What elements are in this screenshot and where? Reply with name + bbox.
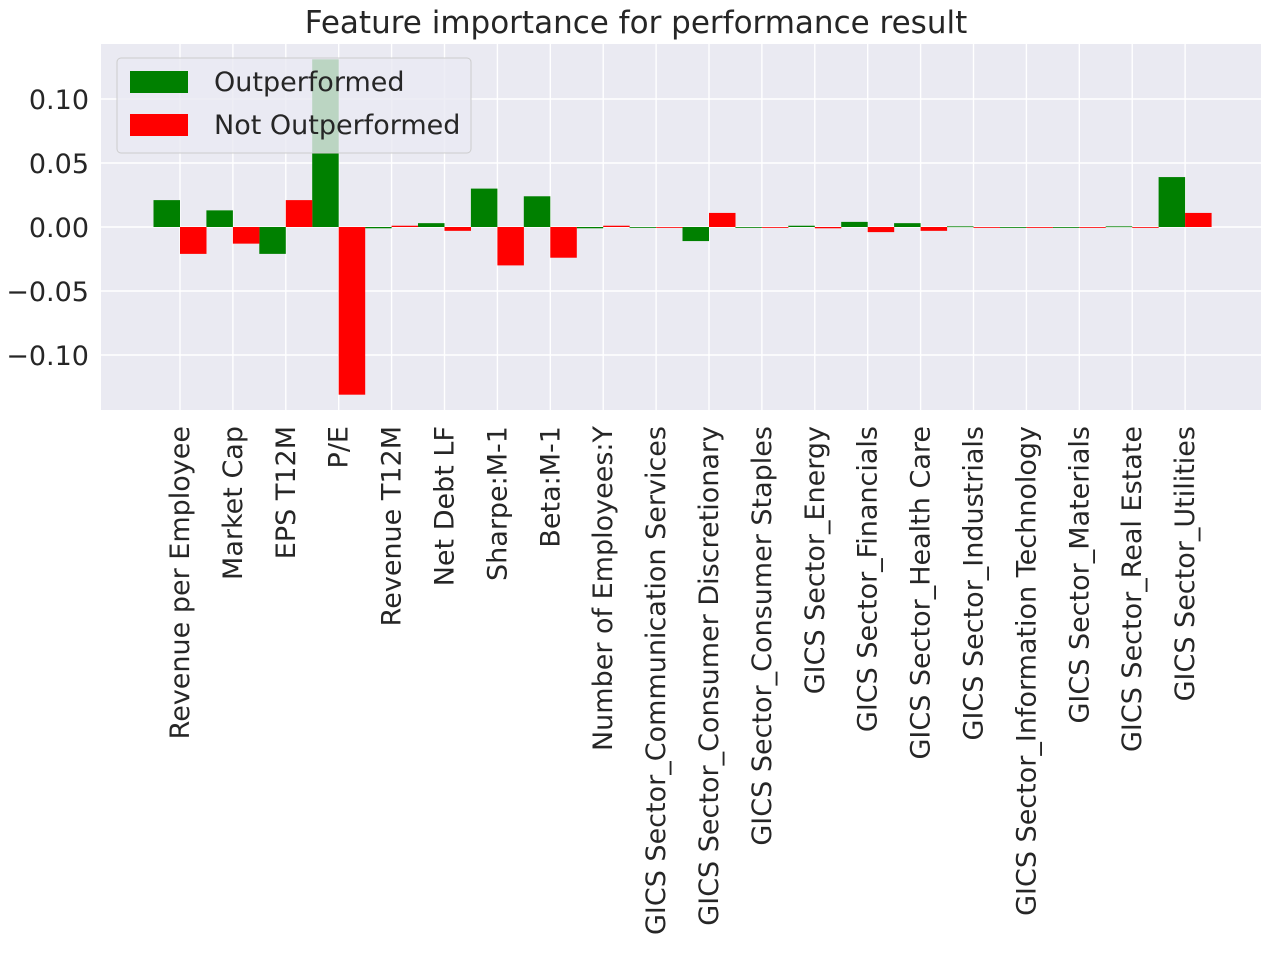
y-tick-label: −0.10 [6, 341, 89, 372]
x-tick-label: GICS Sector_Communication Services [641, 426, 672, 935]
bar-outperformed [629, 227, 657, 228]
bar-not-outperformed [973, 227, 1000, 228]
bar-not-outperformed [761, 227, 789, 228]
x-tick-label: GICS Sector_Real Estate [1117, 426, 1148, 752]
x-tick-label: P/E [324, 426, 355, 468]
bar-not-outperformed [180, 227, 207, 254]
bar-not-outperformed [920, 227, 948, 231]
bar-not-outperformed [391, 225, 419, 227]
bar-not-outperformed [867, 227, 895, 233]
x-tick-label: GICS Sector_Financials [853, 426, 884, 732]
bar-outperformed [788, 225, 815, 227]
x-tick-label: GICS Sector_Utilities [1170, 426, 1201, 701]
bar-not-outperformed [1079, 227, 1106, 228]
bar-outperformed [1105, 226, 1133, 228]
legend-label-outperformed: Outperformed [214, 67, 405, 98]
bar-outperformed [841, 221, 868, 227]
bar-outperformed [735, 227, 762, 228]
bar-not-outperformed [444, 227, 471, 231]
bar-outperformed [523, 196, 551, 227]
bar-not-outperformed [1026, 227, 1053, 228]
x-tick-label: EPS T12M [271, 426, 302, 559]
bar-not-outperformed [656, 227, 683, 228]
y-tick-label: 0.05 [29, 149, 89, 180]
bar-not-outperformed [285, 200, 313, 227]
bar-outperformed [947, 226, 974, 228]
legend-label-not-outperformed: Not Outperformed [214, 110, 460, 141]
bar-outperformed [259, 227, 286, 254]
chart-title: Feature importance for performance resul… [305, 5, 968, 41]
bar-outperformed [206, 210, 233, 227]
y-tick-label: 0.00 [29, 213, 89, 244]
bar-outperformed [418, 223, 445, 227]
bar-not-outperformed [1132, 227, 1159, 228]
bar-outperformed [1158, 177, 1186, 227]
y-axis-ticks: 0.10 0.05 0.00 −0.05 −0.10 [6, 85, 89, 372]
x-tick-label: GICS Sector_Information Technology [1011, 426, 1042, 916]
bar-not-outperformed [1185, 212, 1212, 227]
x-tick-label: Number of Employees:Y [588, 425, 619, 751]
x-tick-label: Revenue T12M [377, 426, 408, 626]
x-tick-label: Revenue per Employee [165, 426, 196, 739]
bar-not-outperformed [550, 227, 577, 258]
bar-outperformed [894, 223, 921, 227]
bar-outperformed [999, 227, 1027, 228]
x-tick-label: GICS Sector_Health Care [906, 426, 937, 760]
bar-not-outperformed [338, 227, 366, 395]
bar-outperformed [153, 200, 180, 227]
y-tick-label: −0.05 [6, 277, 89, 308]
legend-swatch-outperformed [130, 71, 188, 93]
x-tick-label: Market Cap [218, 426, 249, 580]
bar-not-outperformed [709, 212, 736, 227]
bar-outperformed [365, 227, 392, 229]
y-tick-label: 0.10 [29, 85, 89, 116]
x-tick-label: Beta:M-1 [535, 426, 566, 548]
legend: Outperformed Not Outperformed [116, 57, 472, 154]
bar-outperformed [576, 227, 604, 229]
x-tick-label: Net Debt LF [430, 426, 461, 586]
x-tick-label: GICS Sector_Materials [1064, 426, 1095, 724]
x-tick-label: Sharpe:M-1 [482, 426, 513, 581]
x-tick-label: GICS Sector_Industrials [959, 426, 990, 740]
bar-outperformed [470, 188, 498, 227]
bar-outperformed [1052, 227, 1080, 228]
bar-not-outperformed [814, 227, 842, 229]
x-tick-label: GICS Sector_Consumer Discretionary [694, 426, 725, 926]
bar-not-outperformed [603, 225, 630, 227]
legend-swatch-not-outperformed [130, 114, 188, 136]
bar-not-outperformed [497, 227, 524, 266]
x-tick-label: GICS Sector_Energy [800, 426, 831, 694]
x-axis-ticks: Revenue per Employee Market Cap EPS T12M P/… [165, 425, 1201, 935]
x-tick-label: GICS Sector_Consumer Staples [747, 426, 778, 846]
bar-not-outperformed [232, 227, 260, 244]
legend-box [116, 57, 472, 154]
bar-outperformed [682, 227, 709, 242]
